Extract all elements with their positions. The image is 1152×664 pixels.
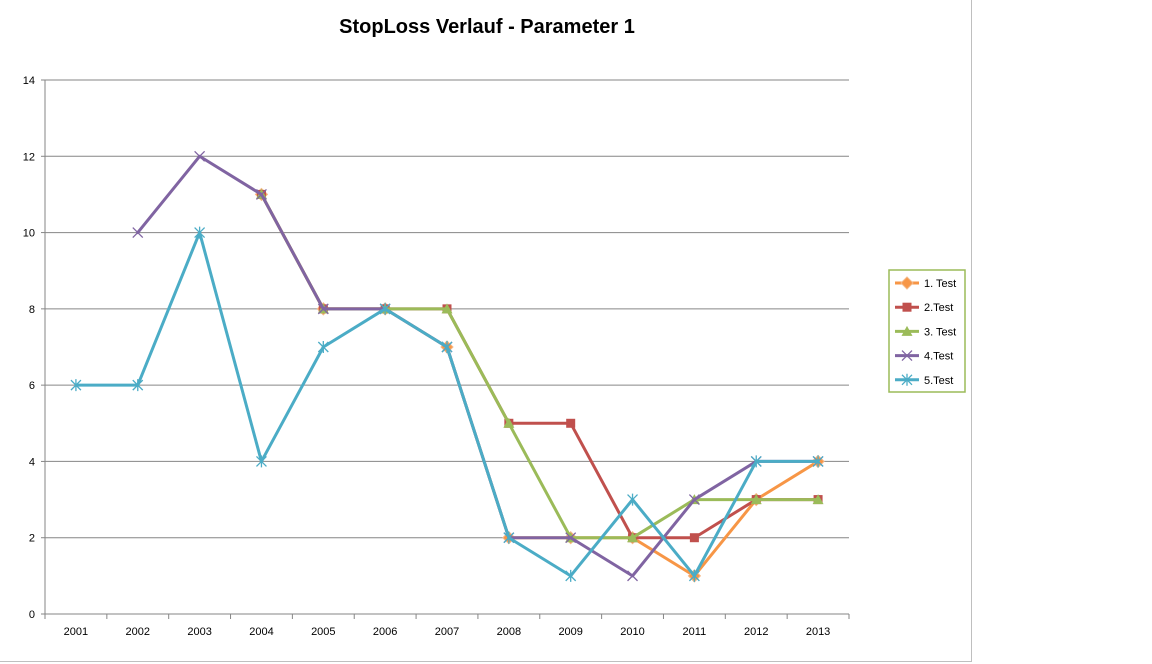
legend-entry-2: 2.Test (895, 302, 953, 314)
data-point (688, 494, 700, 506)
legend-label: 1. Test (924, 278, 956, 290)
legend-marker (901, 373, 913, 386)
axes: 0 2 4 6 8 10 12 14 2001 2002 2003 2004 2005 2006 2007 2… (23, 75, 850, 638)
legend-marker (901, 350, 913, 362)
data-point (750, 494, 762, 505)
data-point (132, 379, 144, 392)
series-5 (70, 226, 824, 582)
data-point (689, 533, 699, 543)
series-3 (255, 188, 824, 543)
data-point (441, 341, 453, 353)
legend-marker (901, 325, 913, 336)
legend-label: 2.Test (924, 302, 953, 314)
data-point (256, 455, 267, 468)
x-tick-label: 2003 (187, 626, 211, 638)
legend-marker (900, 276, 914, 290)
x-tick-label: 2001 (64, 626, 88, 638)
data-point (565, 532, 577, 544)
y-tick-label: 10 (23, 228, 35, 240)
data-point (627, 532, 639, 543)
x-tick-label: 2010 (620, 626, 644, 638)
data-point (441, 303, 453, 314)
data-point (503, 531, 515, 544)
x-tick-label: 2007 (435, 626, 459, 638)
series-line-3 (259, 192, 820, 540)
y-tick-label: 12 (23, 151, 35, 163)
data-point (132, 227, 144, 239)
y-tick-label: 6 (29, 380, 35, 392)
chart-area: StopLoss Verlauf - Parameter 1 0 2 4 6 8 10 12… (0, 0, 972, 662)
y-tick-label: 4 (29, 456, 35, 468)
data-point (812, 455, 824, 468)
data-point (194, 226, 206, 239)
x-tick-label: 2006 (373, 626, 397, 638)
y-tick-label: 2 (29, 533, 35, 545)
series-2 (256, 189, 823, 543)
data-point (565, 569, 577, 582)
data-point (627, 570, 638, 582)
series-lines (70, 150, 825, 583)
x-tick-label: 2002 (126, 626, 150, 638)
x-tick-label: 2004 (249, 626, 273, 638)
data-point (750, 455, 762, 468)
x-tick-label: 2008 (497, 626, 521, 638)
data-point (503, 417, 515, 428)
data-point (70, 379, 82, 392)
data-point (256, 188, 267, 200)
x-tick-label: 2013 (806, 626, 830, 638)
data-point (379, 302, 391, 315)
legend: 1. Test 2.Test 3. Test 4.Test 5.Test (888, 269, 966, 393)
legend-label: 3. Test (924, 326, 956, 338)
data-point (812, 494, 824, 505)
series-line-5 (74, 231, 820, 578)
legend-entry-3: 3. Test (895, 325, 956, 338)
legend-label: 5.Test (924, 375, 953, 387)
gridlines (45, 79, 849, 539)
legend-entry-4: 4.Test (895, 350, 953, 363)
data-point (317, 341, 329, 353)
legend-entry-5: 5.Test (895, 373, 953, 387)
legend-label: 4.Test (924, 351, 953, 363)
x-tick-label: 2009 (558, 626, 582, 638)
legend-entry-1: 1. Test (895, 276, 956, 290)
y-tick-label: 8 (29, 304, 35, 316)
data-point (566, 418, 576, 428)
data-point (317, 303, 329, 315)
x-tick-label: 2005 (311, 626, 335, 638)
y-tick-label: 0 (29, 609, 35, 621)
data-point (688, 569, 700, 582)
x-tick-label: 2011 (683, 626, 707, 638)
y-tick-label: 14 (23, 75, 35, 87)
data-point (194, 150, 206, 162)
x-tick-label: 2012 (744, 626, 768, 638)
data-point (627, 493, 638, 506)
series-line-2 (259, 192, 820, 540)
chart-title: StopLoss Verlauf - Parameter 1 (339, 16, 635, 38)
legend-marker (902, 302, 912, 312)
line-chart: StopLoss Verlauf - Parameter 1 0 2 4 6 8 10 12… (23, 16, 966, 638)
